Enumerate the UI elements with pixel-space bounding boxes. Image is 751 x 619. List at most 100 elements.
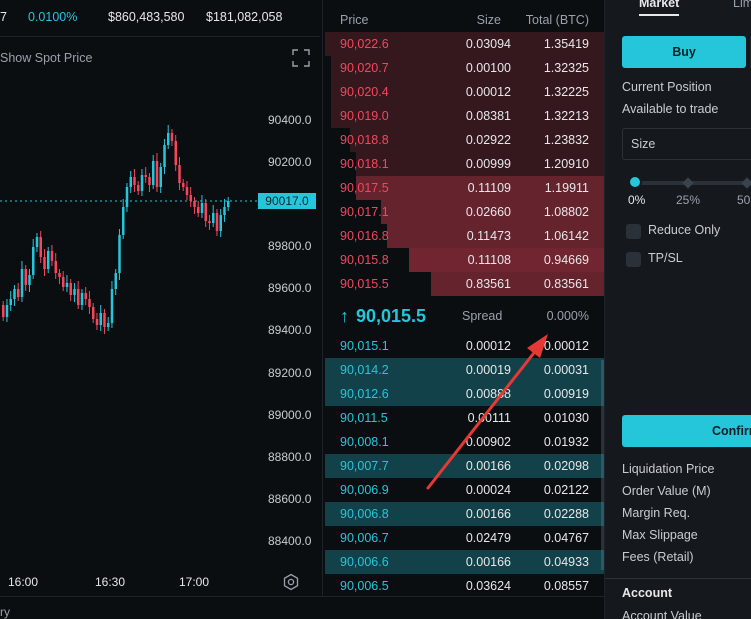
bottom-tab-cut[interactable]: ry (0, 605, 10, 619)
y-tick: 88600.0 (268, 492, 312, 506)
candle-body (208, 221, 211, 223)
ask-row[interactable]: 90,020.4 0.00012 1.32225 (323, 80, 605, 104)
order-size: 0.00012 (465, 339, 511, 353)
confirm-button[interactable]: Confirm (622, 415, 751, 447)
candle (5, 299, 9, 322)
ask-row[interactable]: 90,020.7 0.00100 1.32325 (323, 56, 605, 80)
order-price: 90,022.6 (340, 37, 389, 51)
order-price: 90,015.5 (340, 277, 389, 291)
x-tick: 16:30 (95, 575, 126, 589)
candle (159, 163, 162, 193)
candle (212, 205, 215, 227)
candle (144, 167, 147, 183)
depth-bar (387, 224, 605, 248)
size-input[interactable] (622, 128, 751, 160)
order-total: 0.02098 (543, 459, 589, 473)
order-price: 90,018.8 (340, 133, 389, 147)
candle-body (65, 283, 69, 287)
scrollbar[interactable] (601, 360, 604, 570)
bid-row[interactable]: 90,012.6 0.00888 0.00919 (323, 382, 605, 406)
order-size: 0.08381 (465, 109, 511, 123)
bid-row[interactable]: 90,015.1 0.00012 0.00012 (323, 334, 605, 358)
tab-limit[interactable]: Lim (733, 0, 751, 10)
tab-market[interactable]: Market (639, 0, 680, 16)
candle (110, 281, 114, 328)
candle-body (80, 293, 84, 305)
candle-body (39, 237, 42, 257)
candle-body (155, 161, 159, 187)
candle-body (159, 167, 162, 187)
slider-handle[interactable] (628, 175, 642, 189)
candle (227, 197, 230, 211)
bid-row[interactable]: 90,006.6 0.00166 0.04933 (323, 550, 605, 574)
candle-body (227, 201, 230, 207)
ask-row[interactable]: 90,015.8 0.11108 0.94669 (323, 248, 605, 272)
candle-body (2, 305, 5, 317)
order-size: 0.03094 (465, 37, 511, 51)
ask-row[interactable]: 90,016.8 0.11473 1.06142 (323, 224, 605, 248)
candle (129, 171, 132, 193)
ask-row[interactable]: 90,022.6 0.03094 1.35419 (323, 32, 605, 56)
bid-row[interactable]: 90,006.7 0.02479 0.04767 (323, 526, 605, 550)
bid-row[interactable]: 90,006.9 0.00024 0.02122 (323, 478, 605, 502)
depth-bar (356, 176, 605, 200)
ask-row[interactable]: 90,018.8 0.02922 1.23832 (323, 128, 605, 152)
candle (125, 183, 129, 212)
order-total: 0.04767 (543, 531, 589, 545)
reduce-only-checkbox[interactable] (626, 224, 641, 239)
candle (54, 253, 57, 279)
ask-row[interactable]: 90,017.5 0.11109 1.19911 (323, 176, 605, 200)
bid-row[interactable]: 90,006.8 0.00166 0.02288 (323, 502, 605, 526)
bid-row[interactable]: 90,011.5 0.00111 0.01030 (323, 406, 605, 430)
ask-row[interactable]: 90,017.1 0.02660 1.08802 (323, 200, 605, 224)
order-total: 1.19911 (544, 181, 589, 195)
candle (155, 153, 159, 192)
bid-row[interactable]: 90,007.7 0.00166 0.02098 (323, 454, 605, 478)
candle-body (204, 203, 207, 221)
candle-body (167, 133, 170, 145)
candle (65, 275, 69, 292)
ask-row[interactable]: 90,018.1 0.00999 1.20910 (323, 152, 605, 176)
price-chart[interactable]: Show Spot Price 90400.0 90200.0 90017.0 … (0, 36, 320, 596)
order-total: 0.08557 (543, 579, 589, 593)
tpsl-label: TP/SL (648, 251, 683, 265)
y-tick: 89200.0 (268, 366, 312, 380)
depth-bar (325, 550, 605, 574)
bid-row[interactable]: 90,014.2 0.00019 0.00031 (323, 358, 605, 382)
depth-bar (331, 80, 605, 104)
bid-row[interactable]: 90,008.1 0.00902 0.01932 (323, 430, 605, 454)
y-tick: 88800.0 (268, 450, 312, 464)
ask-row[interactable]: 90,019.0 0.08381 1.32213 (323, 104, 605, 128)
candle (28, 269, 31, 292)
show-spot-price-toggle[interactable]: Show Spot Price (0, 51, 93, 65)
order-price: 90,008.1 (340, 435, 389, 449)
candle (118, 229, 121, 280)
mid-price-row: ↑ 90,015.5 Spread 0.000% (323, 300, 605, 334)
account-title: Account (622, 586, 672, 600)
candle-body (17, 289, 20, 297)
gear-icon[interactable] (282, 573, 300, 591)
order-price: 90,006.7 (340, 531, 389, 545)
order-price: 90,017.5 (340, 181, 389, 195)
tpsl-checkbox[interactable] (626, 252, 641, 267)
candle (73, 283, 76, 302)
ask-row[interactable]: 90,015.5 0.83561 0.83561 (323, 272, 605, 296)
order-price: 90,015.8 (340, 253, 389, 267)
bid-row[interactable]: 90,006.5 0.03624 0.08557 (323, 574, 605, 598)
candle (193, 197, 196, 214)
candle (43, 249, 46, 276)
depth-bar (431, 272, 605, 296)
candle (133, 169, 136, 192)
up-arrow-icon: ↑ (340, 306, 349, 326)
order-size: 0.03624 (465, 579, 511, 593)
expand-icon[interactable] (292, 49, 310, 67)
order-size: 0.11109 (467, 181, 511, 195)
candle-body (118, 235, 121, 273)
candle-body (73, 289, 76, 295)
order-price: 90,011.5 (340, 411, 388, 425)
buy-button[interactable]: Buy (622, 36, 746, 68)
y-tick: 89000.0 (268, 408, 312, 422)
candle (167, 125, 170, 149)
account-value-label: Account Value (622, 609, 702, 619)
candle (39, 231, 42, 263)
